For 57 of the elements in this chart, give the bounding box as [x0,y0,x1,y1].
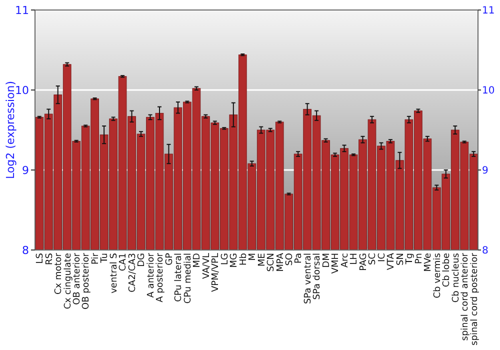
x-tick-label: A anterior [146,252,156,298]
x-tick-label: spinal cord posterior [470,252,480,346]
x-tick-label: ventral S [109,252,120,294]
x-tick-label: CPu medial [183,253,194,304]
x-tick-label: SPa dorsal [312,253,323,300]
x-tick-label: ME [257,252,268,266]
x-tick-label: M [248,253,258,261]
x-tick-label: DM [322,253,332,268]
x-tick-label: Cb nucleus [451,252,462,303]
x-tick-label: MD [192,252,203,268]
x-tick-label: CA2/CA3 [128,253,138,292]
y-tick-label: 9 [22,164,29,177]
x-tick-label: spinal cord anterior [460,252,471,341]
x-tick-label: RS [44,252,55,265]
y2-tick-label: 11 [482,6,495,16]
x-tick-label: Tu [100,253,110,264]
x-tick-label: VTA [386,252,397,270]
x-tick-label: CA1 [118,253,129,272]
x-tick-label: SPa ventral [303,253,314,304]
x-tick-label: PAG [358,252,369,271]
x-tick-label: LH [350,253,360,265]
x-tick-label: Tg [405,253,416,266]
x-tick-label: SCN [266,253,277,272]
y-axis-title: Log2 (expression) [4,80,17,180]
y2-tick-label: 9 [482,166,488,176]
x-tick-label: GP [164,252,175,266]
x-tick-label: SC [368,253,378,265]
x-tick-label: DG [137,252,148,267]
x-tick-label: VMH [331,253,342,274]
x-tick-label: SN [396,253,406,266]
y-tick-label: 11 [15,4,29,17]
x-tick-label: A posterior [156,252,166,302]
x-tick-label: SO [284,253,295,266]
x-tick-label: Cb lobe [442,252,452,288]
x-tick-label: MG [230,252,240,268]
x-tick-label: LS [36,252,46,264]
x-tick-label: OB anterior [72,252,82,305]
x-tick-label: Pa [294,253,304,264]
x-tick-label: Pn [414,253,424,264]
x-tick-label: IC [377,253,388,262]
x-tick-label: CPu lateral [174,253,184,302]
x-tick-label: Cb vermis [432,252,443,298]
y2-tick-label: 8 [482,246,488,256]
x-tick-label: LG [220,252,230,265]
x-tick-label: Pir [90,252,101,264]
y2-tick-label: 10 [482,86,495,96]
x-tick-label: MPA [276,252,286,272]
x-tick-label: Hb [238,252,249,266]
y-tick-label: 8 [22,244,29,257]
x-tick-label: VPM/VPL [211,253,222,292]
x-tick-label: Cx motor [54,252,64,294]
x-tick-label: Arc [340,252,350,268]
x-tick-label: MVe [424,252,434,272]
x-tick-label: VA/VL [202,253,212,279]
y-tick-label: 10 [15,84,29,97]
x-tick-label: OB posterior [82,252,92,310]
x-tick-label: Cx cingulate [63,252,74,310]
